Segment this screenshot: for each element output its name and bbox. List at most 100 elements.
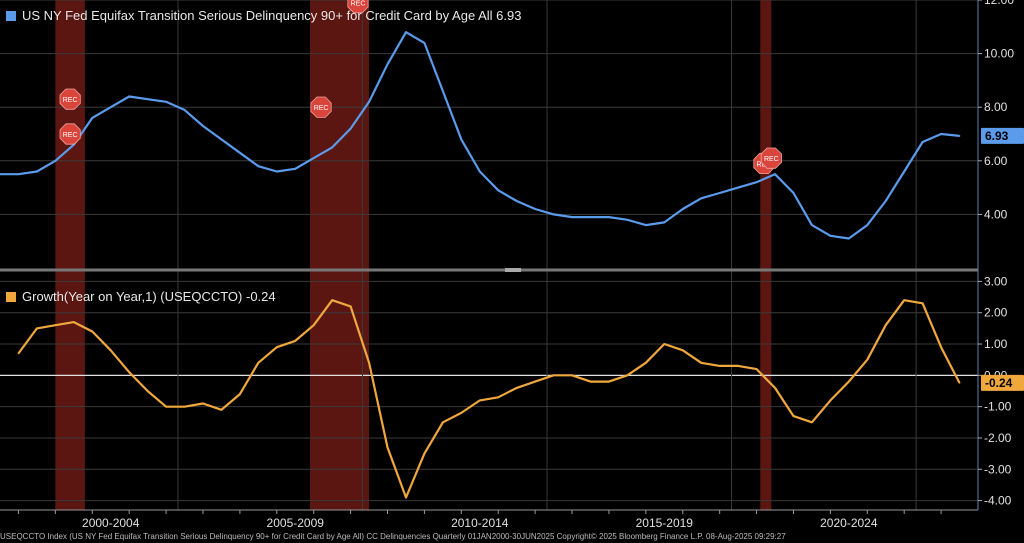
growth-line-point [645, 362, 647, 364]
delinquency-line-point [589, 216, 592, 218]
y-tick-label-bottom: -1.00 [984, 400, 1012, 414]
growth-line-point [958, 382, 961, 384]
y-tick-label-top: 4.00 [984, 207, 1008, 221]
delinquency-line-point [497, 189, 500, 192]
delinquency-line-point [737, 186, 739, 189]
delinquency-line-point [183, 109, 186, 111]
x-tick-label: 2015-2019 [636, 516, 694, 530]
delinquency-line-point [257, 165, 260, 167]
footer-source: USEQCCTO Index (US NY Fed Equifax Transi… [0, 532, 786, 541]
x-tick-label: 2000-2004 [82, 516, 140, 530]
growth-line-point [275, 346, 278, 348]
last-value-badge-bottom [981, 374, 1024, 391]
delinquency-line-point [552, 213, 555, 216]
y-tick-label-bottom: 2.00 [984, 306, 1008, 320]
growth-line-point [848, 380, 850, 383]
growth-line-point [128, 371, 130, 374]
delinquency-line-point [146, 98, 149, 100]
y-tick-label-top: 12.00 [984, 0, 1014, 7]
growth-line-point [312, 324, 315, 327]
delinquency-line-point [294, 168, 297, 170]
growth-line-point [423, 452, 426, 455]
growth-swatch [6, 291, 16, 302]
growth-line-point [239, 393, 241, 395]
growth-line-point [737, 365, 739, 367]
growth-line-point [884, 324, 887, 327]
growth-line-point [54, 324, 57, 327]
growth-line-point [202, 402, 204, 405]
delinquency-line-point [275, 170, 278, 173]
delinquency-line-point [349, 127, 352, 130]
growth-line-point [442, 421, 444, 424]
rec-marker [59, 123, 81, 145]
growth-line-point [829, 399, 832, 402]
rec-marker-label: REC [764, 156, 779, 163]
rec-marker [310, 96, 332, 118]
delinquency-line-point [128, 95, 130, 98]
y-tick-label-top: 8.00 [984, 100, 1008, 114]
delinquency-line-point [700, 197, 703, 200]
rec-marker [59, 88, 81, 110]
bottom-legend: Growth(Year on Year,1) (USEQCCTO) -0.24 [6, 289, 276, 304]
last-value-badge-top-text: 6.93 [985, 129, 1009, 143]
growth-line-point [940, 346, 942, 348]
x-tick-label: 2010-2014 [451, 516, 509, 530]
delinquency-line-point [460, 138, 463, 141]
last-value-badge-top [981, 127, 1024, 144]
y-tick-label-bottom: 3.00 [984, 274, 1008, 288]
delinquency-line-point [515, 200, 518, 202]
growth-line-point [91, 330, 94, 333]
growth-line-point [866, 358, 869, 361]
delinquency-line-point [405, 31, 407, 33]
growth-line-point [183, 405, 186, 408]
growth-line-point [571, 374, 573, 377]
growth-line-point [386, 446, 389, 449]
delinquency-line-point [239, 151, 241, 154]
growth-line-point [17, 352, 20, 355]
delinquency-line-point [91, 117, 94, 119]
delinquency-line-point [903, 170, 905, 173]
delinquency-line [0, 31, 960, 240]
rec-marker [760, 147, 782, 169]
growth-line-point [774, 387, 776, 389]
delinquency-line-point [478, 170, 481, 173]
growth-line-point [331, 299, 333, 301]
growth-line-point [73, 321, 75, 323]
growth-line-point [534, 380, 536, 383]
growth-line-point [165, 405, 167, 408]
delinquency-line-point [165, 101, 167, 103]
growth-line-point [515, 387, 518, 389]
rec-marker-label: REC [314, 105, 329, 112]
y-tick-label-top: 10.00 [984, 47, 1014, 61]
growth-line-point [700, 362, 703, 364]
delinquency-line-point [774, 173, 776, 175]
growth-line-point [626, 374, 629, 377]
growth-line-point [36, 327, 38, 330]
delinquency-line-point [17, 173, 20, 175]
recession-band [55, 0, 85, 510]
delinquency-line-point [940, 133, 942, 135]
delinquency-line-point [626, 218, 629, 221]
delinquency-line-point [958, 135, 961, 137]
growth-line-point [792, 415, 795, 417]
y-tick-label-bottom: 1.00 [984, 337, 1008, 351]
growth-line-point [903, 299, 905, 301]
delinquency-line-point [645, 224, 647, 226]
growth-line-point [294, 340, 297, 342]
delinquency-line-point [681, 208, 684, 210]
growth-line-point [146, 390, 149, 392]
y-tick-label-bottom: -3.00 [984, 462, 1012, 476]
rec-marker [347, 0, 369, 14]
delinquency-line-point [534, 208, 536, 210]
growth-line-point [608, 380, 610, 383]
delinquency-line-point [792, 192, 795, 194]
rec-marker-label: REC [351, 1, 366, 8]
growth-line-point [460, 412, 463, 414]
growth-line-point [497, 396, 500, 399]
growth-line-point [921, 302, 924, 305]
recession-band [760, 0, 772, 510]
delinquency-line-point [848, 237, 850, 240]
delinquency-line-point [442, 90, 444, 92]
delinquency-line-point [0, 173, 1, 175]
